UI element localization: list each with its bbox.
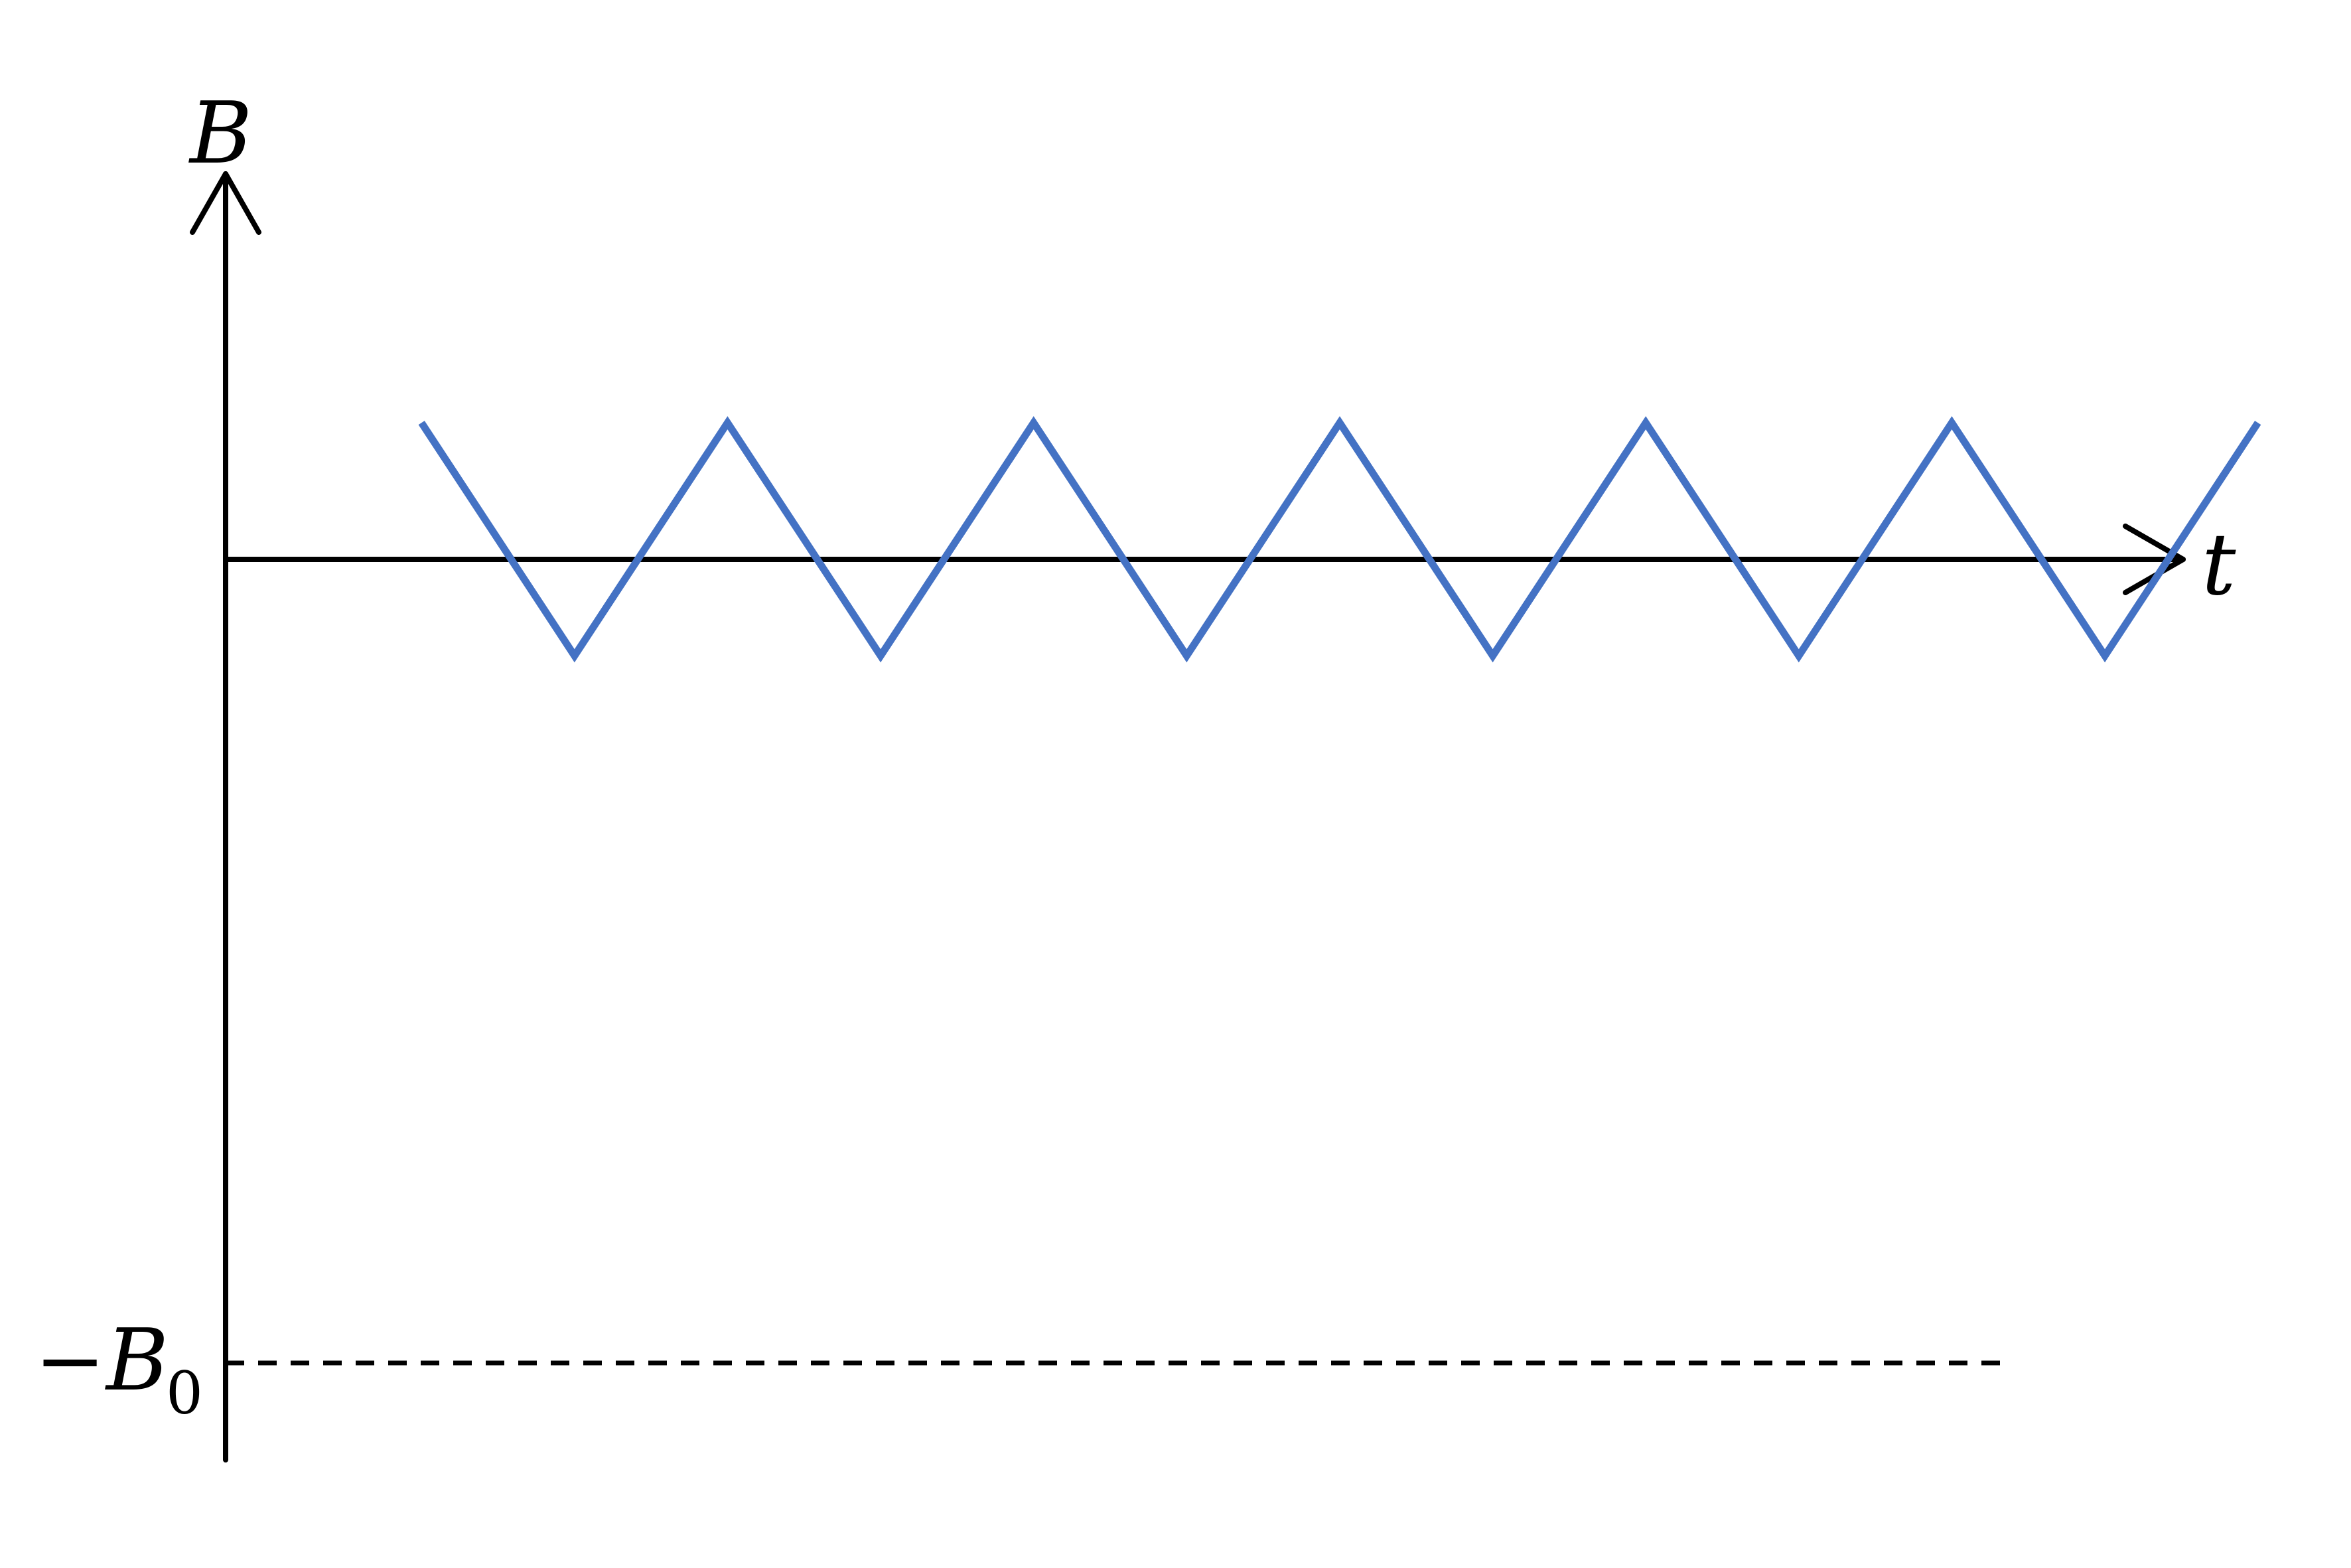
reference-label-symbol: B xyxy=(105,1311,169,1410)
series-line-1 xyxy=(418,416,2261,663)
reference-line-label: − B 0 xyxy=(35,1311,203,1427)
y-axis-label: B xyxy=(188,84,252,183)
y-axis-arrowhead xyxy=(190,171,261,235)
series-layer xyxy=(418,416,2261,663)
x-axis-arrowhead xyxy=(2123,524,2186,595)
reference-label-subscript: 0 xyxy=(166,1359,203,1427)
x-axis-label: t xyxy=(2202,516,2236,614)
reference-label-sign: − xyxy=(35,1311,106,1410)
